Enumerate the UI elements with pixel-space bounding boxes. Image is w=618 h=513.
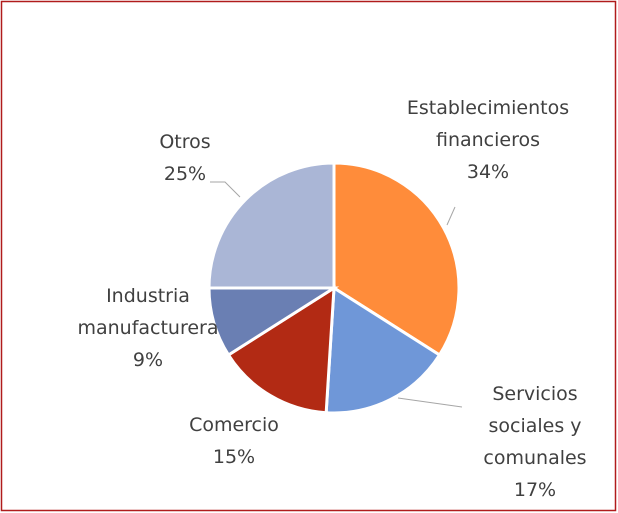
pie-slice (324, 285, 442, 415)
label-name: Servicios sociales y comunales (483, 383, 587, 469)
label-name: Industria manufacturera (77, 285, 219, 339)
label-name: Comercio (189, 414, 279, 436)
slice-label: Establecimientos financieros 34% (398, 92, 578, 188)
label-value: 25% (163, 163, 207, 185)
label-name: Otros (159, 131, 211, 153)
label-value: 34% (466, 161, 510, 183)
pie-slice (207, 161, 336, 290)
slice-label: Comercio 15% (164, 409, 304, 473)
slice-label: Industria manufacturera 9% (63, 280, 233, 376)
leader-line (210, 181, 241, 198)
label-value: 17% (513, 479, 557, 501)
label-value: 9% (132, 349, 164, 371)
leader-line (446, 206, 456, 226)
slice-label: Otros 25% (135, 126, 235, 190)
pie-slice (226, 285, 336, 415)
label-value: 15% (212, 446, 256, 468)
leader-line (397, 397, 463, 408)
slice-label: Servicios sociales y comunales 17% (470, 378, 600, 506)
label-name: Establecimientos financieros (406, 97, 570, 151)
